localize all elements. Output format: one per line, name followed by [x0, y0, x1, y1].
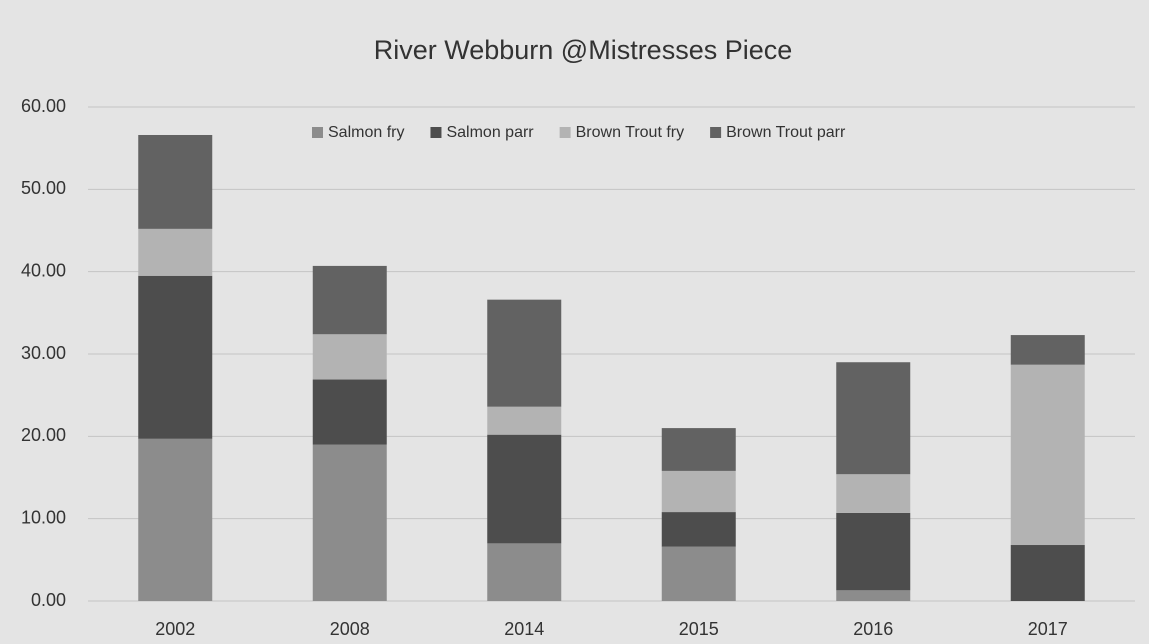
- bar-segment: [487, 434, 562, 544]
- bar-segment: [661, 470, 736, 513]
- y-tick-label: 40.00: [21, 260, 66, 280]
- chart-title: River Webburn @Mistresses Piece: [374, 35, 793, 65]
- bar-segment: [312, 265, 387, 335]
- y-tick-label: 0.00: [31, 590, 66, 610]
- legend-swatch: [710, 127, 722, 138]
- bar-segment: [312, 334, 387, 380]
- bar-segment: [1010, 545, 1085, 601]
- legend-swatch: [312, 127, 323, 138]
- bar-segment: [1010, 364, 1085, 546]
- y-tick-label: 30.00: [21, 343, 66, 363]
- x-tick-label: 2014: [504, 619, 544, 639]
- bar-segment: [138, 438, 213, 601]
- y-tick-label: 10.00: [21, 507, 66, 527]
- bar-segment: [138, 134, 213, 229]
- legend-label: Brown Trout parr: [726, 124, 846, 141]
- legend-swatch: [430, 127, 442, 138]
- bar-segment: [312, 444, 387, 601]
- x-tick-label: 2002: [155, 619, 195, 639]
- x-tick-label: 2016: [853, 619, 893, 639]
- bar-segment: [661, 428, 736, 471]
- legend-label: Brown Trout fry: [576, 124, 684, 141]
- bar-segment: [138, 275, 213, 439]
- legend-label: Salmon fry: [328, 124, 404, 141]
- x-tick-label: 2017: [1028, 619, 1068, 639]
- bar-segment: [1010, 335, 1085, 365]
- bar-segment: [661, 546, 736, 601]
- bar-segment: [312, 379, 387, 445]
- legend-swatch: [559, 127, 571, 138]
- legend-label: Salmon parr: [446, 124, 534, 141]
- bar-segment: [487, 299, 562, 407]
- bar-segment: [487, 406, 562, 435]
- x-tick-label: 2015: [679, 619, 719, 639]
- bar-segment: [138, 228, 213, 276]
- y-tick-label: 20.00: [21, 425, 66, 445]
- bar-segment: [836, 590, 911, 601]
- bar-segment: [487, 543, 562, 601]
- bar-segment: [661, 512, 736, 547]
- y-tick-label: 50.00: [21, 178, 66, 198]
- bar-segment: [836, 474, 911, 513]
- y-tick-label: 60.00: [21, 96, 66, 116]
- bar-segment: [836, 512, 911, 591]
- x-tick-label: 2008: [330, 619, 370, 639]
- bar-segment: [836, 362, 911, 475]
